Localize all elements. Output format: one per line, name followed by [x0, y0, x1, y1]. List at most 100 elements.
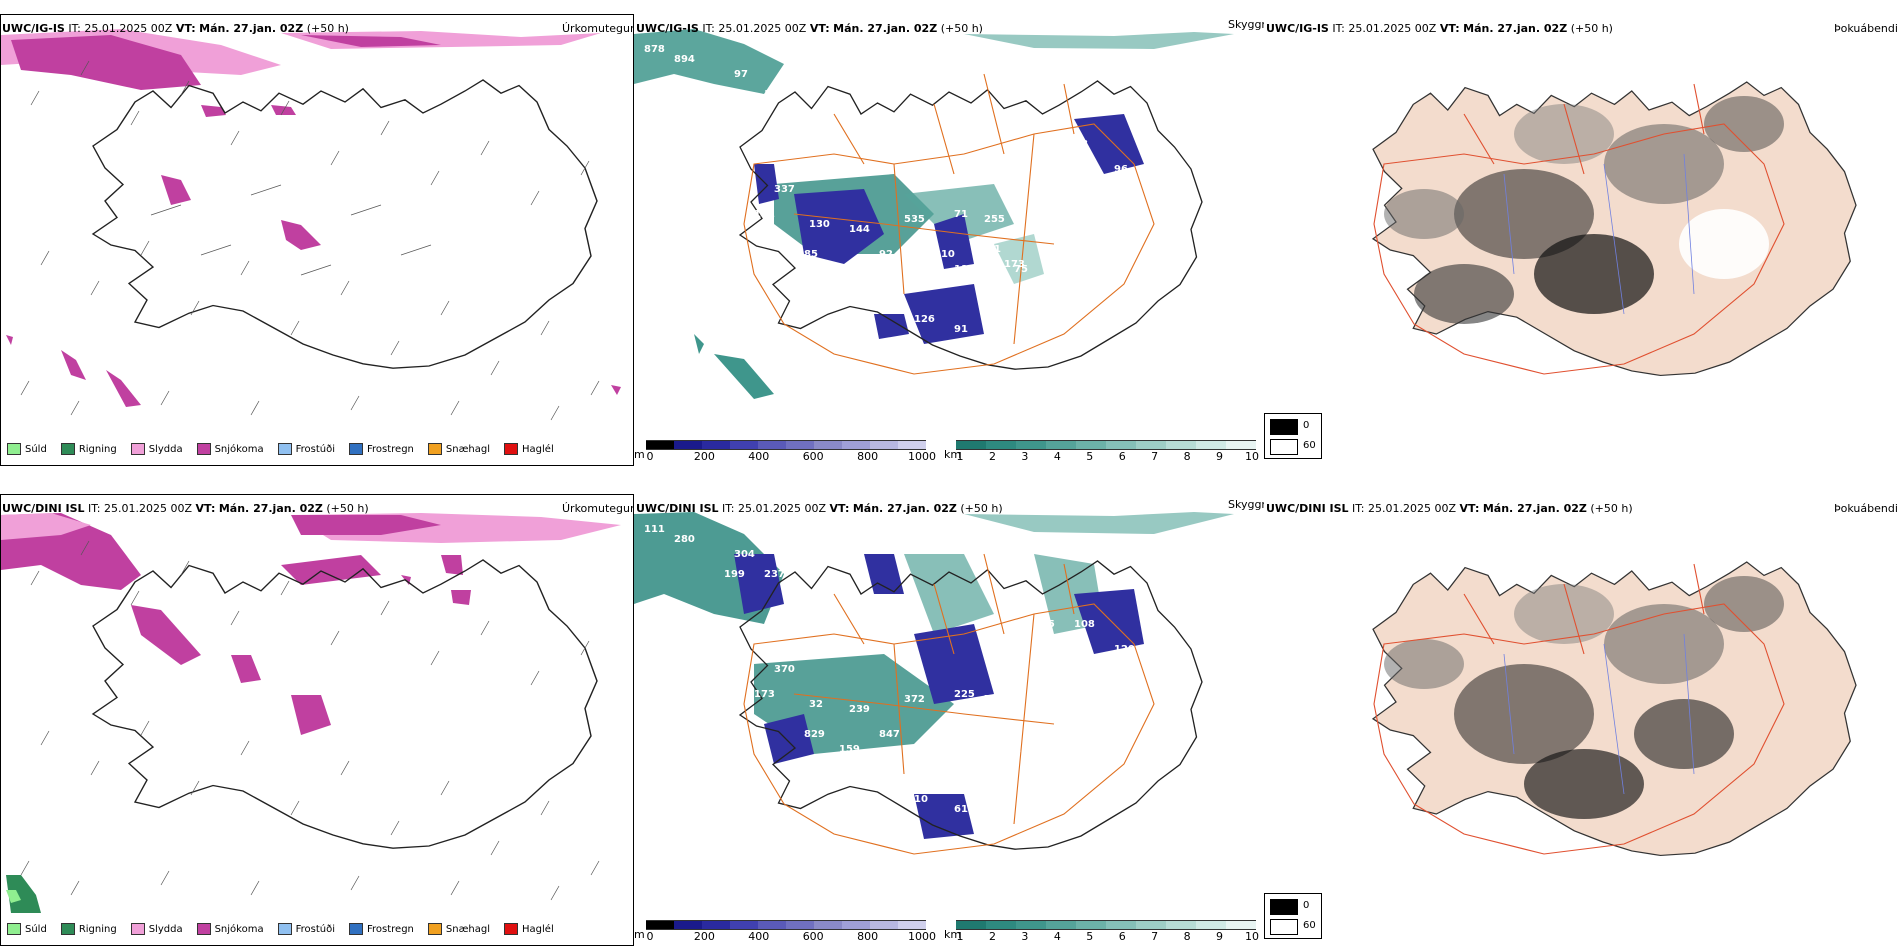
legend-swatch	[7, 923, 21, 935]
legend-item-frostregn: Frostregn	[349, 923, 414, 935]
legend-label: Rigning	[78, 923, 117, 935]
cloudbase-value-label: 155	[994, 724, 1015, 735]
colorbar-segment	[758, 440, 786, 450]
precip-legend-2: Súld Rigning Slydda Snjókoma Frostúði Frostre…	[7, 923, 568, 935]
colorbar-segment	[1016, 440, 1046, 450]
colorbar-unit: m	[634, 928, 645, 941]
legend-swatch	[277, 923, 292, 935]
cloudbase-value-label: 91	[954, 324, 968, 335]
colorbar-tick-label: 9	[1216, 930, 1224, 943]
fog-roads-2	[1373, 563, 1785, 855]
legend-swatch	[349, 443, 363, 455]
legend-item-súld: Súld	[7, 923, 47, 935]
cloudbase-value-label: 173	[754, 689, 775, 700]
legend-item-frostregn: Frostregn	[349, 443, 414, 455]
cloudbase-value-label: 85	[804, 249, 818, 260]
fog-roads	[1373, 83, 1785, 375]
legend-label: Frostúði	[295, 923, 335, 935]
legend-label: Slydda	[148, 923, 183, 935]
colorbar-tick-label: 9	[1216, 450, 1224, 463]
legend-item-rigning: Rigning	[60, 443, 117, 455]
cloudbase-value-label: 22	[1004, 739, 1018, 750]
cloudbase-value-label: 829	[804, 729, 825, 740]
colorbar-tick-label: 10	[1245, 450, 1259, 463]
colorbar-segment	[1166, 440, 1196, 450]
cloudbase-value-label: 159	[839, 744, 860, 755]
precip-map-1	[1, 15, 633, 435]
fog-scale-box-2: 0 60	[1264, 893, 1322, 939]
colorbar-tick-label: 400	[748, 450, 770, 463]
cloudbase-value-label: 144	[849, 224, 870, 235]
cloudbase-value-label: 76	[984, 694, 998, 705]
legend-label: Frostúði	[295, 443, 335, 455]
colorbar-segment	[646, 440, 674, 450]
colorbar-tick-label: 800	[857, 450, 879, 463]
colorbar-segment	[786, 440, 814, 450]
colorbar-segment	[730, 920, 758, 930]
colorbar-tick-label: 1000	[908, 450, 936, 463]
colorbar-unit: km	[944, 448, 962, 461]
cloudbase-value-label: 372	[904, 694, 925, 705]
legend-swatch	[196, 443, 211, 455]
legend-swatch	[130, 923, 145, 935]
fog-rivers-2	[1503, 633, 1695, 795]
colorbar-segment	[646, 920, 674, 930]
cloudbase-value-label: 97	[934, 729, 948, 740]
colorbar-unit: km	[944, 928, 962, 941]
cloudbase-value-label: 237	[764, 569, 785, 580]
colorbar-tick-label: 7	[1151, 930, 1159, 943]
colorbar-segment	[956, 920, 986, 930]
colorbar-tick-label: 1	[956, 450, 964, 463]
cloudbase-value-label: 239	[849, 704, 870, 715]
cloudbase-value-label: 96	[1114, 164, 1128, 175]
colorbar-tick-label: 8	[1183, 450, 1191, 463]
cloud-title-1: Skyggni	[1228, 18, 1272, 31]
precip-panel-1: Súld Rigning Slydda Snjókoma Frostúði Frostre…	[0, 14, 634, 466]
cloudbase-value-label: 280	[674, 534, 695, 545]
snow-areas-2	[1, 513, 621, 913]
legend-swatch	[60, 443, 75, 455]
colorbar-segment	[674, 920, 702, 930]
colorbar-segment	[1166, 920, 1196, 930]
legend-label: Frostregn	[367, 443, 414, 455]
legend-swatch	[196, 923, 211, 935]
colorbar-segment	[1046, 920, 1076, 930]
cloudbase-colorbar-2: m 0 200 400 600 800 1000	[634, 916, 936, 946]
legend-item-slydda: Slydda	[130, 923, 183, 935]
fog-rivers	[1503, 153, 1695, 315]
fog-header-2: UWC/DINI ISL IT: 25.01.2025 00Z VT: Mán.…	[1266, 502, 1633, 515]
legend-swatch	[504, 443, 519, 455]
colorbar-tick-label: 800	[857, 930, 879, 943]
colorbar-tick-label: 3	[1021, 450, 1029, 463]
colorbar-segment	[786, 920, 814, 930]
cloudbase-value-label: 111	[1014, 744, 1035, 755]
cloudbase-value-label: 32	[809, 699, 823, 710]
roads	[743, 73, 1155, 375]
colorbar-segment	[1046, 440, 1076, 450]
cloudbase-value-label: 61	[954, 804, 968, 815]
colorbar-tick-label: 2	[988, 930, 996, 943]
colorbar-tick-label: 400	[748, 930, 770, 943]
precip-title-1: Úrkomutegund	[562, 22, 644, 35]
colorbar-tick-label: 5	[1086, 450, 1094, 463]
fog-map-2	[1372, 561, 1857, 857]
precip-header-1: UWC/IG-IS IT: 25.01.2025 00Z VT: Mán. 27…	[2, 22, 349, 35]
legend-item-haglél: Haglél	[504, 923, 554, 935]
colorbar-segment	[842, 440, 870, 450]
colorbar-tick-label: 6	[1118, 930, 1126, 943]
cloudbase-value-label: 11	[1034, 139, 1048, 150]
legend-label: Snæhagl	[445, 923, 491, 935]
legend-swatch	[60, 923, 75, 935]
cloudbase-value-label: 96	[839, 264, 853, 275]
legend-swatch	[7, 443, 21, 455]
fog-title-2: Þokuábendi	[1834, 502, 1898, 515]
legend-item-haglél: Haglél	[504, 443, 554, 455]
precip-panel-2: Súld Rigning Slydda Snjókoma Frostúði Frostre…	[0, 494, 634, 946]
legend-label: Rigning	[78, 443, 117, 455]
colorbar-segment	[1076, 920, 1106, 930]
colorbar-tick-label: 0	[646, 930, 654, 943]
colorbar-segment	[1106, 920, 1136, 930]
colorbar-tick-label: 2	[988, 450, 996, 463]
legend-item-súld: Súld	[7, 443, 47, 455]
fog-shading	[1384, 96, 1784, 324]
